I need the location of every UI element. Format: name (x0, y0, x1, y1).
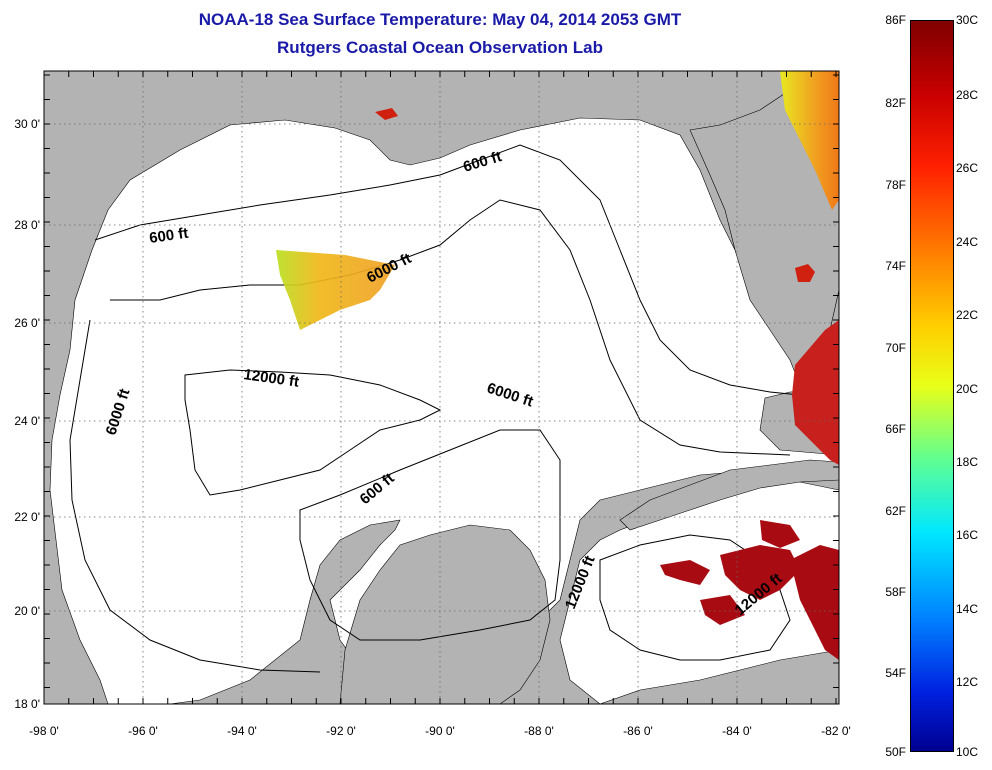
lat-tick-label: 26 0' (14, 316, 40, 330)
lon-tick-label: -90 0' (425, 724, 455, 738)
contour-600ft-south (299, 429, 561, 641)
lat-tick-label: 24 0' (14, 414, 40, 428)
lat-tick-label: 20 0' (14, 604, 40, 618)
lat-tick-label: 28 0' (14, 218, 40, 232)
temperature-colorbar (910, 20, 954, 752)
sst-lake-okeechobee (795, 264, 815, 282)
sst-caribbean-warm (660, 520, 839, 660)
lon-tick-label: -86 0' (623, 724, 653, 738)
lon-tick-label: -84 0' (722, 724, 752, 738)
lon-tick-label: -88 0' (524, 724, 554, 738)
colorbar-label-c: 12C (956, 675, 979, 689)
sst-patch-central-gulf (276, 250, 395, 330)
yucatan-peninsula (339, 524, 551, 704)
lat-tick-label: 30 0' (14, 117, 40, 131)
map-title: NOAA-18 Sea Surface Temperature: May 04,… (198, 10, 682, 29)
colorbar-label-c: 14C (956, 602, 979, 616)
axis-tick-marks (43, 71, 839, 704)
contour-12000ft (184, 369, 442, 496)
colorbar-label-c: 10C (956, 745, 979, 759)
map-frame (43, 70, 840, 705)
colorbar-label-f: 70F (885, 341, 906, 355)
colorbar-label-c: 28C (956, 88, 979, 102)
colorbar-label-f: 58F (885, 585, 906, 599)
colorbar-label-c: 26C (956, 161, 979, 175)
bathymetry-contours (69, 144, 801, 673)
lon-tick-label: -92 0' (326, 724, 356, 738)
lon-tick-label: -94 0' (227, 724, 257, 738)
contour-12000ft-caribbean (599, 534, 791, 661)
contour-6000ft-north (110, 199, 791, 456)
colorbar-label-c: 22C (956, 308, 979, 322)
map-subtitle: Rutgers Coastal Ocean Observation Lab (277, 38, 603, 57)
contour-6000ft-west (69, 319, 321, 673)
colorbar-label-f: 66F (885, 422, 906, 436)
sst-florida-keys-warm (792, 320, 839, 465)
colorbar-label-c: 20C (956, 382, 979, 396)
colorbar-label-c: 18C (956, 455, 979, 469)
colorbar-label-f: 78F (885, 178, 906, 192)
graticule (44, 71, 839, 704)
contour-label-600ft-nw: 600 ft (148, 225, 189, 247)
sst-florida-atlantic-strip (780, 71, 839, 210)
lat-tick-label: 18 0' (14, 697, 40, 711)
colorbar-label-f: 54F (885, 666, 906, 680)
sst-coastal-warm (375, 108, 398, 120)
lon-tick-label: -98 0' (29, 724, 59, 738)
colorbar-label-f: 50F (885, 745, 906, 759)
colorbar-label-c: 16C (956, 528, 979, 542)
lon-tick-label: -82 0' (821, 724, 851, 738)
colorbar-label-f: 82F (885, 96, 906, 110)
colorbar-label-c: 24C (956, 235, 979, 249)
contour-600ft (94, 144, 801, 396)
lon-tick-label: -96 0' (128, 724, 158, 738)
lat-tick-label: 22 0' (14, 510, 40, 524)
colorbar-label-c: 30C (956, 13, 979, 27)
colorbar-label-f: 74F (885, 259, 906, 273)
colorbar-label-f: 86F (885, 13, 906, 27)
colorbar-label-f: 62F (885, 504, 906, 518)
